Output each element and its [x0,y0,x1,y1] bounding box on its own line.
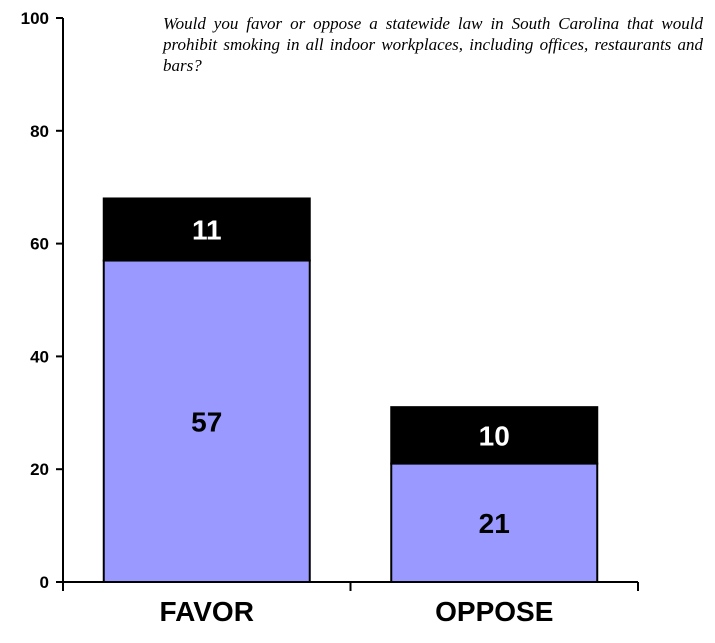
y-tick-label-100: 100 [21,9,49,28]
data-label-favor-segment-0: 57 [191,406,222,437]
category-label-favor: FAVOR [160,596,254,627]
bar-favor-segment-0 [102,259,311,583]
data-label-oppose-segment-0: 21 [479,508,510,539]
bar-favor-segment-1 [102,197,311,262]
y-tick-label-0: 0 [40,573,49,592]
y-tick-label-40: 40 [30,347,49,366]
bar-oppose-segment-1 [390,406,599,465]
axes-layer: FAVOR OPPOSE 0 20 40 60 80 100 [21,9,639,627]
bars-layer [102,197,599,583]
y-tick-label-80: 80 [30,122,49,141]
y-tick-label-60: 60 [30,235,49,254]
category-label-oppose: OPPOSE [435,596,553,627]
y-tick-label-20: 20 [30,460,49,479]
data-labels-layer: 57 11 21 10 [191,215,510,539]
data-label-oppose-segment-1: 10 [479,420,510,451]
data-label-favor-segment-1: 11 [192,215,222,246]
question-text: Would you favor or oppose a statewide la… [163,14,703,75]
